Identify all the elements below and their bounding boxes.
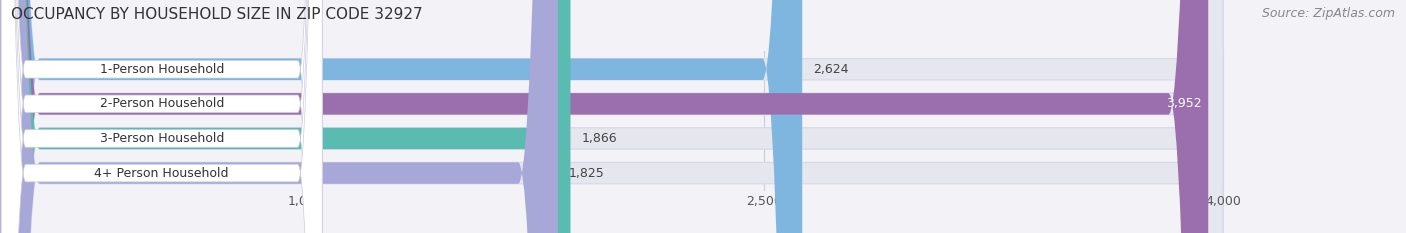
FancyBboxPatch shape bbox=[0, 0, 571, 233]
FancyBboxPatch shape bbox=[0, 0, 803, 233]
Text: Source: ZipAtlas.com: Source: ZipAtlas.com bbox=[1261, 7, 1395, 20]
Text: 1,825: 1,825 bbox=[568, 167, 605, 180]
FancyBboxPatch shape bbox=[0, 0, 558, 233]
FancyBboxPatch shape bbox=[1, 0, 322, 233]
FancyBboxPatch shape bbox=[1, 0, 322, 233]
Text: 3-Person Household: 3-Person Household bbox=[100, 132, 224, 145]
FancyBboxPatch shape bbox=[1, 0, 322, 233]
Text: 4+ Person Household: 4+ Person Household bbox=[94, 167, 229, 180]
FancyBboxPatch shape bbox=[0, 0, 1223, 233]
Text: 2-Person Household: 2-Person Household bbox=[100, 97, 224, 110]
FancyBboxPatch shape bbox=[1, 0, 322, 233]
FancyBboxPatch shape bbox=[0, 0, 1223, 233]
Text: OCCUPANCY BY HOUSEHOLD SIZE IN ZIP CODE 32927: OCCUPANCY BY HOUSEHOLD SIZE IN ZIP CODE … bbox=[11, 7, 423, 22]
Text: 1-Person Household: 1-Person Household bbox=[100, 63, 224, 76]
FancyBboxPatch shape bbox=[0, 0, 1223, 233]
FancyBboxPatch shape bbox=[0, 0, 1208, 233]
FancyBboxPatch shape bbox=[0, 0, 1223, 233]
Text: 1,866: 1,866 bbox=[581, 132, 617, 145]
Text: 2,624: 2,624 bbox=[813, 63, 848, 76]
Text: 3,952: 3,952 bbox=[1167, 97, 1202, 110]
